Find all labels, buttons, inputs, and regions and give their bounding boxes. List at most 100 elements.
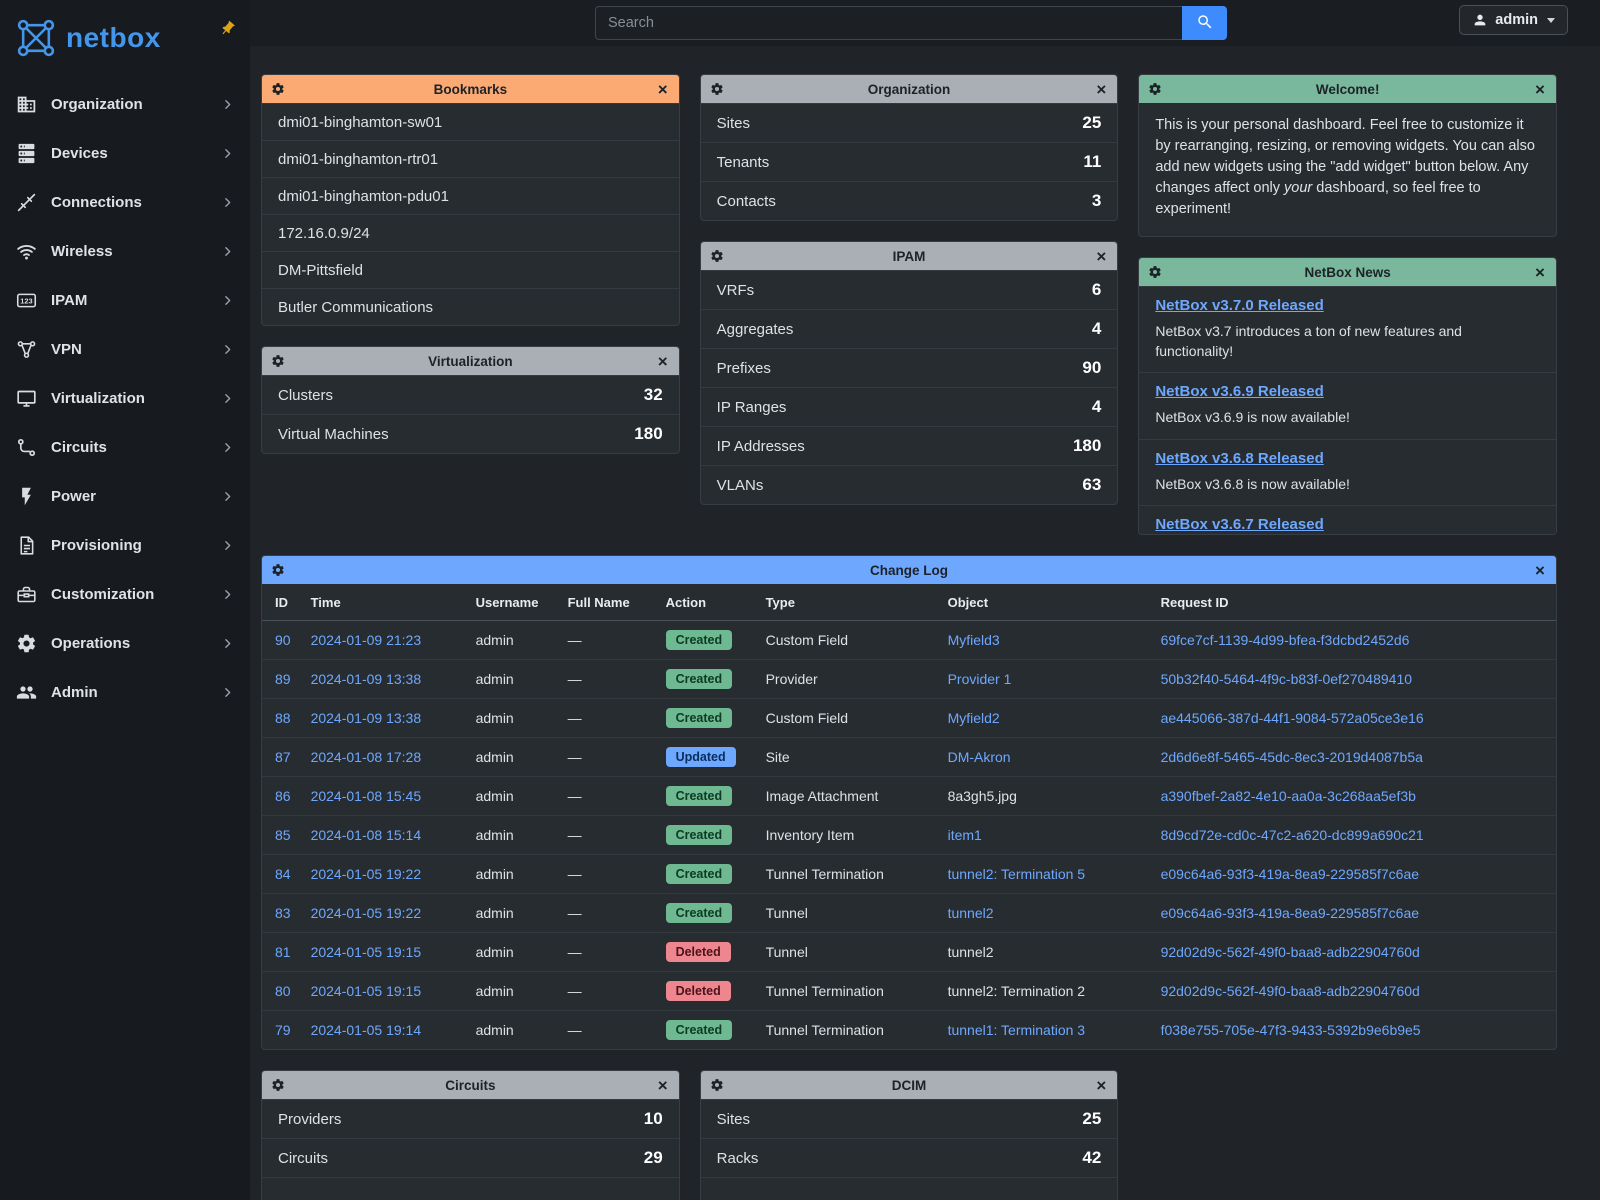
sidebar-item-operations[interactable]: Operations [0,619,250,668]
sidebar-item-customization[interactable]: Customization [0,570,250,619]
widget-close-button[interactable]: × [1096,246,1107,266]
stat-value-link[interactable]: 10 [643,1109,663,1129]
widget-config-button[interactable] [1148,82,1162,96]
sidebar-item-admin[interactable]: Admin [0,668,250,717]
changelog-time-link[interactable]: 2024-01-08 17:28 [310,749,422,766]
stat-value-link[interactable]: 32 [643,385,663,404]
changelog-id-link[interactable]: 83 [275,905,291,922]
sidebar-item-power[interactable]: Power [0,472,250,521]
stat-value-link[interactable]: 6 [1091,280,1102,299]
stat-value-link[interactable]: 3 [1091,191,1102,210]
stat-value-link[interactable]: 25 [1082,113,1102,132]
changelog-time-link[interactable]: 2024-01-05 19:14 [310,1022,422,1039]
sidebar-item-devices[interactable]: Devices [0,129,250,178]
changelog-request-link[interactable]: f038e755-705e-47f3-9433-5392b9e6b9e5 [1160,1022,1421,1039]
changelog-id-link[interactable]: 89 [275,671,291,688]
changelog-object-link[interactable]: Myfield3 [947,632,1000,649]
stat-value-link[interactable]: 4 [1091,397,1102,416]
changelog-time-link[interactable]: 2024-01-05 19:22 [310,866,422,883]
news-title-link[interactable]: NetBox v3.6.7 Released [1155,516,1324,534]
changelog-object-link[interactable]: Provider 1 [947,671,1012,688]
dcim-widget-header[interactable]: DCIM × [700,1071,1118,1100]
changelog-time-link[interactable]: 2024-01-05 19:15 [310,983,422,1000]
changelog-id-link[interactable]: 79 [275,1022,291,1039]
changelog-object-link[interactable]: tunnel2: Termination 5 [947,866,1086,883]
changelog-request-link[interactable]: 92d02d9c-562f-49f0-baa8-adb22904760d [1160,983,1420,1000]
changelog-request-link[interactable]: 8d9cd72e-cd0c-47c2-a620-dc899a690c21 [1160,827,1424,844]
changelog-id-link[interactable]: 85 [275,827,291,844]
changelog-time-link[interactable]: 2024-01-05 19:22 [310,905,422,922]
bookmark-link[interactable]: DM-Pittsfield [278,261,364,279]
search-input[interactable] [595,6,1182,40]
changelog-time-link[interactable]: 2024-01-08 15:14 [310,827,422,844]
organization-widget-header[interactable]: Organization × [700,75,1118,103]
news-widget-header[interactable]: NetBox News × [1139,258,1556,287]
bookmark-link[interactable]: dmi01-binghamton-rtr01 [278,150,439,168]
changelog-id-link[interactable]: 90 [275,632,291,649]
sidebar-item-ipam[interactable]: 123 IPAM [0,276,250,325]
changelog-id-link[interactable]: 87 [275,749,291,766]
stat-value-link[interactable]: 25 [1082,1109,1102,1129]
widget-config-button[interactable] [271,1078,285,1092]
stat-value-link[interactable]: 180 [634,424,663,443]
widget-close-button[interactable]: × [1535,560,1545,580]
sidebar-pin-button[interactable] [219,20,236,40]
virtualization-widget-header[interactable]: Virtualization × [262,347,679,375]
changelog-request-link[interactable]: 2d6d6e8f-5465-45dc-8ec3-2019d4087b5a [1160,749,1423,766]
bookmark-link[interactable]: Butler Communications [278,298,434,316]
widget-close-button[interactable]: × [657,1075,668,1095]
widget-close-button[interactable]: × [1535,262,1545,282]
sidebar-item-wireless[interactable]: Wireless [0,227,250,276]
changelog-object-link[interactable]: tunnel1: Termination 3 [947,1022,1086,1039]
changelog-object-link[interactable]: item1 [947,827,982,844]
widget-close-button[interactable]: × [1096,79,1107,99]
welcome-widget-header[interactable]: Welcome! × [1139,75,1556,103]
changelog-request-link[interactable]: ae445066-387d-44f1-9084-572a05ce3e16 [1160,710,1424,727]
news-title-link[interactable]: NetBox v3.7.0 Released [1155,297,1324,315]
widget-config-button[interactable] [271,354,285,368]
changelog-id-link[interactable]: 88 [275,710,291,727]
ipam-widget-header[interactable]: IPAM × [700,242,1118,270]
changelog-request-link[interactable]: e09c64a6-93f3-419a-8ea9-229585f7c6ae [1160,905,1420,922]
sidebar-item-provisioning[interactable]: Provisioning [0,521,250,570]
stat-value-link[interactable]: 4 [1091,319,1102,338]
sidebar-item-organization[interactable]: Organization [0,80,250,129]
widget-close-button[interactable]: × [1096,1075,1107,1095]
stat-value-link[interactable]: 180 [1072,436,1102,455]
changelog-id-link[interactable]: 80 [275,983,291,1000]
widget-config-button[interactable] [271,563,285,577]
search-button[interactable] [1182,6,1227,40]
changelog-request-link[interactable]: 69fce7cf-1139-4d99-bfea-f3dcbd2452d6 [1160,632,1410,649]
widget-close-button[interactable]: × [657,351,668,371]
bookmark-link[interactable]: 172.16.0.9/24 [278,224,370,242]
changelog-time-link[interactable]: 2024-01-09 13:38 [310,671,422,688]
widget-config-button[interactable] [271,82,285,96]
sidebar-item-virtualization[interactable]: Virtualization [0,374,250,423]
widget-config-button[interactable] [710,1078,724,1092]
changelog-time-link[interactable]: 2024-01-09 13:38 [310,710,422,727]
changelog-id-link[interactable]: 84 [275,866,291,883]
user-menu-button[interactable]: admin [1459,5,1568,35]
widget-close-button[interactable]: × [1535,79,1545,99]
netbox-logo[interactable]: netbox [14,16,161,60]
sidebar-item-circuits[interactable]: Circuits [0,423,250,472]
bookmark-link[interactable]: dmi01-binghamton-sw01 [278,113,443,131]
changelog-request-link[interactable]: e09c64a6-93f3-419a-8ea9-229585f7c6ae [1160,866,1420,883]
stat-value-link[interactable]: 63 [1082,475,1102,494]
stat-value-link[interactable]: 42 [1082,1148,1102,1168]
changelog-request-link[interactable]: 92d02d9c-562f-49f0-baa8-adb22904760d [1160,944,1420,961]
changelog-object-link[interactable]: tunnel2 [947,905,994,922]
news-title-link[interactable]: NetBox v3.6.8 Released [1155,449,1324,467]
changelog-id-link[interactable]: 86 [275,788,291,805]
changelog-time-link[interactable]: 2024-01-09 21:23 [310,632,422,649]
changelog-time-link[interactable]: 2024-01-05 19:15 [310,944,422,961]
widget-config-button[interactable] [710,82,724,96]
sidebar-item-connections[interactable]: Connections [0,178,250,227]
changelog-object-link[interactable]: DM-Akron [947,749,1011,766]
widget-close-button[interactable]: × [657,79,668,99]
changelog-request-link[interactable]: 50b32f40-5464-4f9c-b83f-0ef270489410 [1160,671,1413,688]
changelog-request-link[interactable]: a390fbef-2a82-4e10-aa0a-3c268aa5ef3b [1160,788,1416,805]
bookmark-link[interactable]: dmi01-binghamton-pdu01 [278,187,449,205]
stat-value-link[interactable]: 11 [1083,152,1102,171]
sidebar-item-vpn[interactable]: VPN [0,325,250,374]
